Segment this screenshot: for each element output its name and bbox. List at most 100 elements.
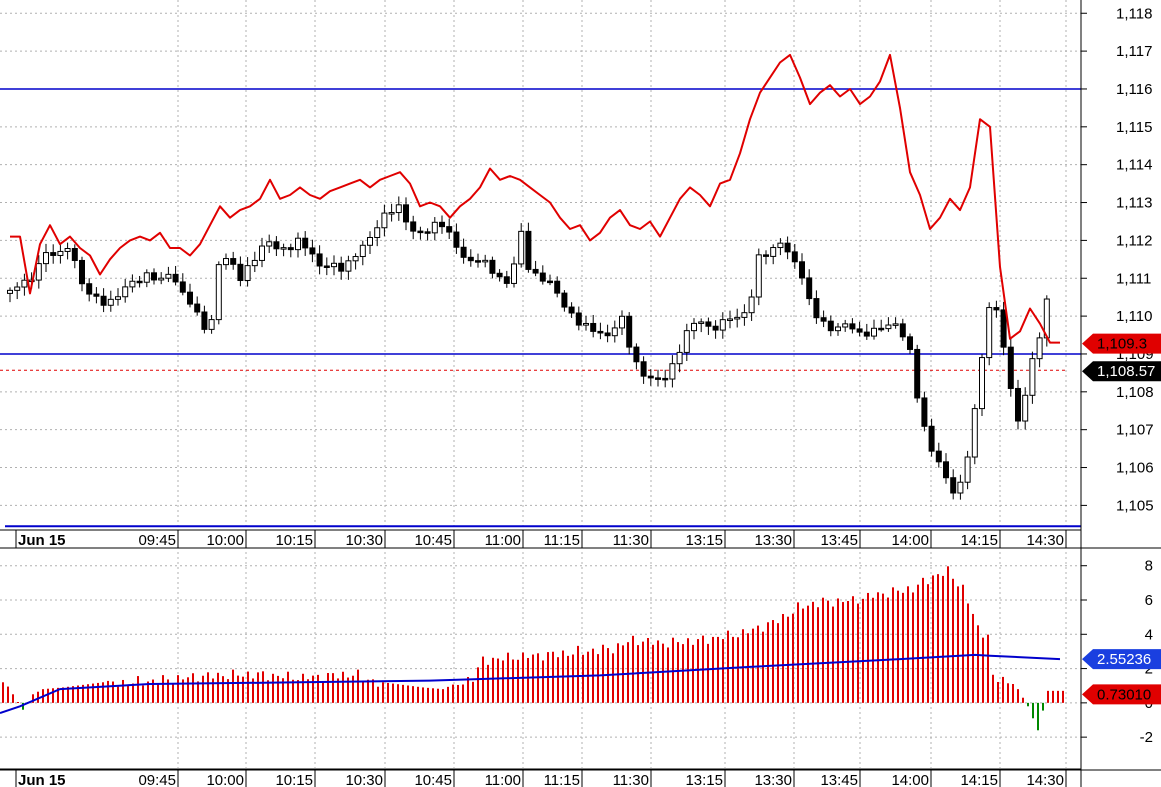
candle <box>604 324 611 343</box>
hist-bar <box>822 597 824 703</box>
candle-body-up <box>971 408 978 458</box>
candle-body-up <box>259 245 265 261</box>
candle-body-up <box>431 221 438 234</box>
candle <box>626 312 633 355</box>
candle <box>359 240 366 266</box>
candle <box>467 249 474 267</box>
candle-body-up <box>755 254 762 298</box>
hist-bar <box>782 613 784 703</box>
candle <box>352 253 359 270</box>
candle <box>367 231 373 254</box>
candle <box>21 273 28 296</box>
hist-bar <box>357 669 359 703</box>
candle <box>590 314 597 338</box>
candle-body-down <box>475 260 481 263</box>
hist-bar <box>272 673 274 703</box>
candle <box>827 315 834 337</box>
hist-bar <box>602 644 604 703</box>
candle-body-up <box>676 351 683 365</box>
price-flag-shape <box>1082 333 1161 354</box>
hist-bar <box>262 671 264 703</box>
hist-bar <box>377 686 379 703</box>
candle <box>755 248 762 306</box>
candle <box>921 391 928 432</box>
overlay-price-path <box>10 53 1060 344</box>
ind-x-tick-label: 09:45 <box>138 772 176 787</box>
candle <box>525 222 532 273</box>
candle <box>64 242 71 260</box>
candle <box>734 308 741 328</box>
hist-bar <box>497 658 499 703</box>
candle-body-down <box>791 251 798 263</box>
candle <box>136 275 143 288</box>
hist-bar <box>122 679 124 703</box>
candle-body-down <box>899 323 906 338</box>
candle <box>986 302 993 366</box>
hist-bar <box>207 672 209 703</box>
hist-bar <box>937 574 939 703</box>
candle-body-down <box>547 280 553 284</box>
hist-bar <box>282 678 284 703</box>
candle-body-up <box>7 289 13 294</box>
candle <box>295 232 301 258</box>
candle <box>107 290 114 312</box>
candle <box>122 278 129 303</box>
hist-bar <box>832 606 834 703</box>
candle <box>489 256 496 279</box>
candle <box>863 323 870 340</box>
candle-body-up <box>777 242 784 249</box>
candle-body-down <box>1000 309 1007 348</box>
candle-body-down <box>302 237 309 249</box>
hist-bar <box>422 687 424 703</box>
candle <box>611 320 618 343</box>
hist-bar <box>927 584 929 703</box>
hist-bar <box>462 684 464 703</box>
hist-bar <box>97 682 99 703</box>
candle <box>539 265 546 285</box>
hist-bar <box>52 688 54 703</box>
candle <box>892 317 899 329</box>
hist-bar <box>157 684 159 703</box>
hist-bar <box>952 578 954 703</box>
candle <box>1029 351 1036 404</box>
hist-bar <box>102 682 104 703</box>
candle <box>770 244 777 265</box>
ind-x-tick-label: 13:30 <box>754 772 792 787</box>
candle <box>35 255 42 289</box>
horizontal-levels <box>0 88 1081 528</box>
hist-bar <box>677 642 679 703</box>
candle <box>856 321 863 337</box>
price-date-label: Jun 15 <box>18 532 66 549</box>
candle <box>835 323 841 336</box>
candle-body-down <box>71 248 78 261</box>
hist-bar <box>317 674 319 703</box>
candle <box>259 237 265 268</box>
candle <box>496 269 503 282</box>
hist-bar <box>12 694 14 703</box>
hist-bar <box>727 630 729 703</box>
candle-body-up <box>158 277 165 281</box>
hist-bar <box>237 675 239 703</box>
hist-bar <box>137 676 139 703</box>
hist-bar <box>302 673 304 703</box>
hist-bar <box>202 675 204 703</box>
candle-body-up <box>669 363 676 380</box>
hist-bar <box>707 643 709 703</box>
candle <box>748 289 755 321</box>
candle-body-up <box>719 319 726 331</box>
candle <box>568 302 575 318</box>
hist-bar <box>1032 702 1034 719</box>
hist-bar <box>227 679 229 703</box>
hist-bar <box>342 671 344 703</box>
hist-bar <box>387 682 389 703</box>
candle-body-down <box>316 253 323 267</box>
hist-bar <box>802 608 804 703</box>
hist-bar <box>277 675 279 703</box>
candle-body-up <box>208 319 215 330</box>
candle <box>799 253 805 285</box>
candle <box>784 236 791 260</box>
indicator-value-flag-text: 0.73010 <box>1097 686 1151 703</box>
hist-bar <box>587 651 589 703</box>
candle <box>899 318 906 341</box>
price-x-tick-label: 14:15 <box>960 532 998 549</box>
